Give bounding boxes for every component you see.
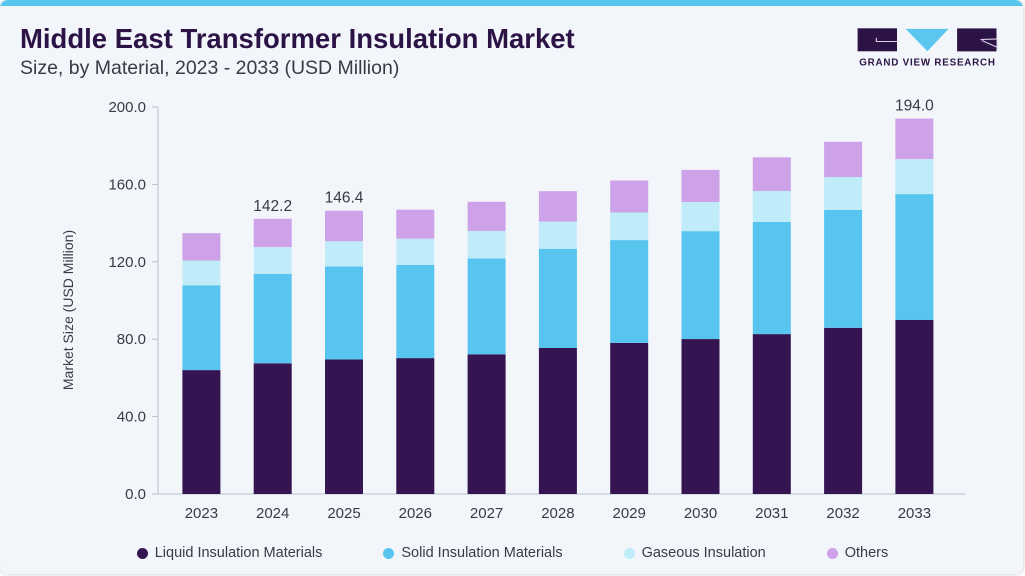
- svg-text:160.0: 160.0: [108, 176, 146, 193]
- svg-text:2023: 2023: [185, 505, 218, 522]
- svg-text:2029: 2029: [613, 505, 646, 522]
- svg-text:2031: 2031: [755, 505, 788, 522]
- svg-text:146.4: 146.4: [325, 190, 364, 207]
- svg-text:GRAND VIEW RESEARCH: GRAND VIEW RESEARCH: [859, 58, 996, 69]
- svg-text:194.0: 194.0: [895, 98, 934, 115]
- svg-text:120.0: 120.0: [108, 254, 146, 271]
- svg-text:2025: 2025: [327, 505, 360, 522]
- svg-text:40.0: 40.0: [117, 409, 146, 426]
- svg-text:2026: 2026: [399, 505, 432, 522]
- svg-text:2033: 2033: [898, 505, 931, 522]
- svg-text:2024: 2024: [256, 505, 289, 522]
- svg-text:142.2: 142.2: [253, 198, 292, 215]
- svg-text:80.0: 80.0: [117, 331, 146, 348]
- svg-text:2032: 2032: [826, 505, 859, 522]
- svg-text:2027: 2027: [470, 505, 503, 522]
- svg-text:0.0: 0.0: [125, 486, 146, 503]
- svg-text:2030: 2030: [684, 505, 717, 522]
- svg-text:200.0: 200.0: [108, 99, 146, 116]
- svg-text:2028: 2028: [541, 505, 574, 522]
